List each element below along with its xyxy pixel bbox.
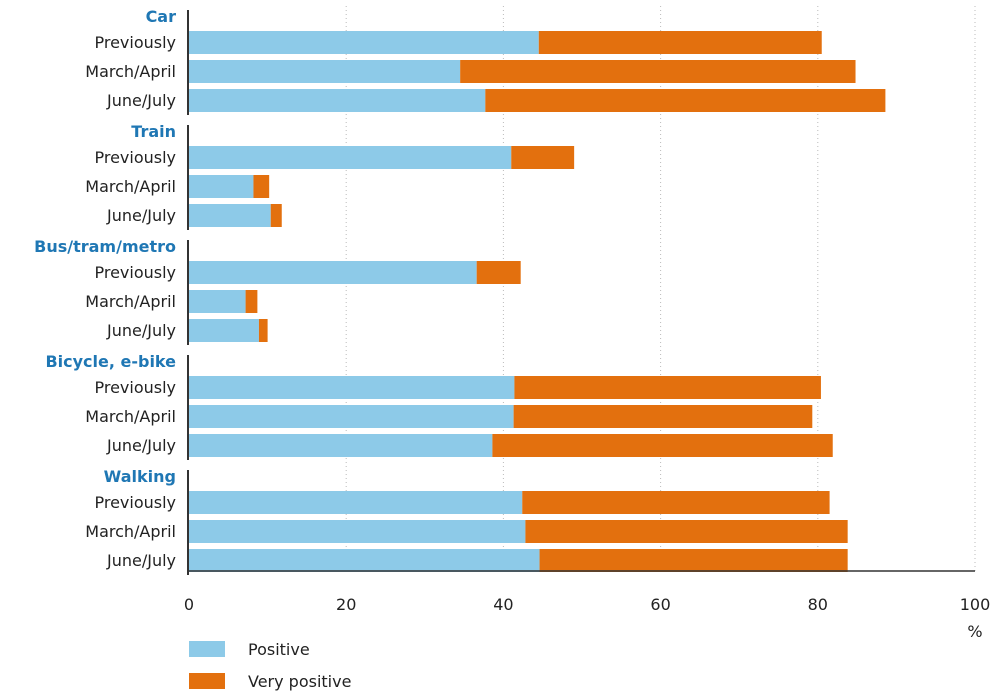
bar-very-positive — [258, 319, 268, 342]
bars — [189, 31, 886, 572]
category-labels: Car Previously March/April June/July Train Pr… — [34, 7, 176, 570]
bar-positive — [189, 175, 254, 198]
legend-swatch-positive — [189, 641, 225, 657]
group-label: Train — [131, 122, 176, 141]
group-label: Bicycle, e-bike — [45, 352, 176, 371]
bar-positive — [189, 549, 540, 572]
x-tick-label: 100 — [960, 595, 991, 614]
bar-positive — [189, 491, 523, 514]
x-tick-label: 40 — [493, 595, 513, 614]
bar-positive — [189, 146, 512, 169]
legend-label: Positive — [248, 640, 310, 659]
bar-positive — [189, 434, 493, 457]
bar-label: March/April — [85, 407, 176, 426]
bar-label: June/July — [106, 206, 176, 225]
bar-positive — [189, 89, 486, 112]
bar-positive — [189, 204, 271, 227]
x-unit-label: % — [967, 622, 982, 641]
bar-very-positive — [270, 204, 282, 227]
bar-very-positive — [485, 89, 886, 112]
bar-very-positive — [538, 31, 822, 54]
group-label: Walking — [104, 467, 176, 486]
bar-label: March/April — [85, 292, 176, 311]
bar-positive — [189, 376, 515, 399]
bar-positive — [189, 60, 461, 83]
bar-label: June/July — [106, 91, 176, 110]
bar-label: June/July — [106, 321, 176, 340]
group-label: Car — [146, 7, 177, 26]
legend-label: Very positive — [248, 672, 351, 691]
bar-very-positive — [522, 491, 830, 514]
bar-very-positive — [492, 434, 833, 457]
bar-label: Previously — [94, 263, 176, 282]
bar-label: June/July — [106, 551, 176, 570]
group-label: Bus/tram/metro — [34, 237, 176, 256]
bar-positive — [189, 319, 259, 342]
bar-label: March/April — [85, 522, 176, 541]
bar-label: March/April — [85, 62, 176, 81]
bar-label: Previously — [94, 378, 176, 397]
x-tick-label: 0 — [184, 595, 194, 614]
bar-very-positive — [460, 60, 856, 83]
bar-very-positive — [253, 175, 270, 198]
bar-label: June/July — [106, 436, 176, 455]
bar-label: Previously — [94, 148, 176, 167]
bar-label: March/April — [85, 177, 176, 196]
bar-very-positive — [476, 261, 521, 284]
bar-very-positive — [245, 290, 258, 313]
x-axis: 0 20 40 60 80 100% — [184, 10, 990, 641]
bar-positive — [189, 405, 514, 428]
x-tick-label: 20 — [336, 595, 356, 614]
legend-swatch-very-positive — [189, 673, 225, 689]
legend: Positive Very positive — [189, 640, 351, 691]
bar-positive — [189, 31, 539, 54]
bar-label: Previously — [94, 33, 176, 52]
bar-positive — [189, 290, 246, 313]
bar-very-positive — [525, 520, 848, 543]
bar-very-positive — [539, 549, 848, 572]
x-tick-label: 60 — [650, 595, 670, 614]
bar-very-positive — [511, 146, 575, 169]
bar-positive — [189, 520, 526, 543]
bar-very-positive — [514, 376, 821, 399]
bar-label: Previously — [94, 493, 176, 512]
bar-positive — [189, 261, 477, 284]
bar-very-positive — [513, 405, 813, 428]
x-tick-label: 80 — [808, 595, 828, 614]
